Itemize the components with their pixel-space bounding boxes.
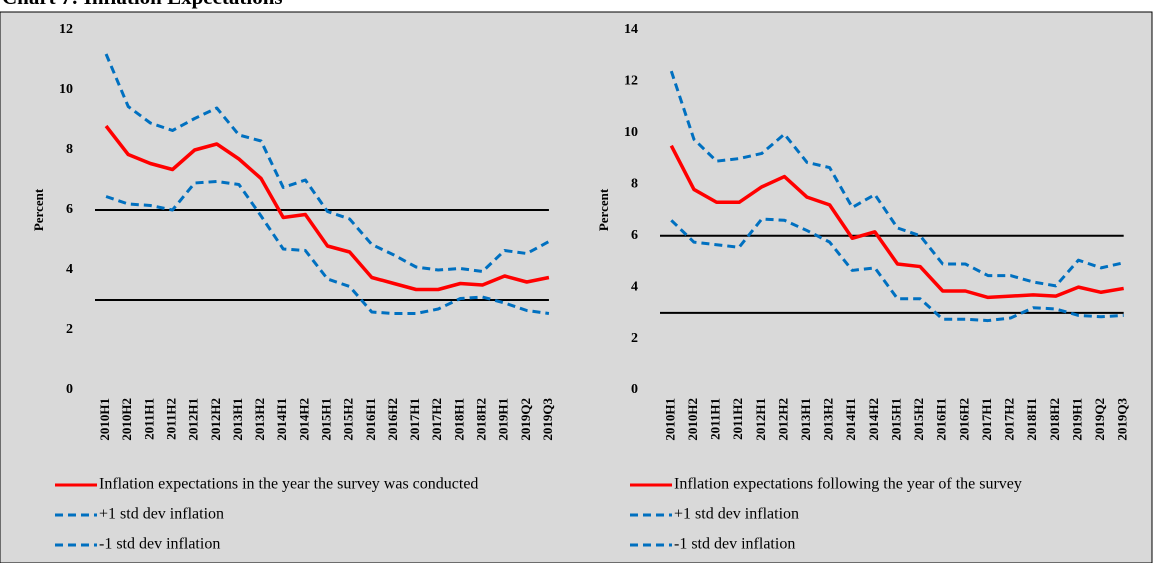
x-tick-label: 2011H2 [730, 398, 745, 440]
x-tick-label: 2016H1 [934, 398, 949, 441]
panel-border [0, 11, 1153, 563]
y-tick-label: 8 [66, 142, 73, 157]
legend-label: Inflation expectations following the yea… [674, 476, 1022, 493]
legend-label: -1 std dev inflation [99, 536, 220, 553]
x-tick-label: 2018H2 [473, 398, 488, 441]
panel-background [0, 11, 1153, 563]
legend-label: -1 std dev inflation [674, 536, 795, 553]
series-line [105, 180, 550, 315]
y-tick-label: 2 [66, 322, 73, 337]
x-tick-label: 2012H1 [186, 398, 201, 441]
legend-label: Inflation expectations in the year the s… [99, 476, 478, 493]
x-tick-label: 2015H1 [318, 398, 333, 441]
page-title: Chart 7: Inflation Expectations [2, 0, 283, 9]
x-tick-label: 2012H2 [775, 398, 790, 441]
x-tick-label: 2011H1 [141, 398, 156, 440]
x-tick-label: 2019H1 [496, 398, 511, 441]
x-tick-label: 2010H1 [662, 398, 677, 441]
y-tick-label: 6 [631, 228, 638, 243]
series-line [670, 217, 1124, 323]
y-tick-label: 4 [66, 262, 73, 277]
x-tick-label: 2014H2 [296, 398, 311, 441]
x-tick-label: 2013H2 [252, 398, 267, 441]
y-tick-label: 10 [624, 125, 638, 140]
x-tick-label: 2019Q3 [540, 398, 555, 441]
legend-label: +1 std dev inflation [99, 506, 224, 523]
series-line [104, 53, 550, 273]
x-tick-label: 2013H1 [798, 398, 813, 441]
x-tick-label: 2018H1 [1024, 398, 1039, 441]
x-tick-label: 2015H1 [888, 398, 903, 441]
title-strip [0, 0, 1153, 12]
y-tick-label: 6 [66, 202, 73, 217]
series-line [669, 144, 1124, 300]
y-tick-label: 10 [59, 82, 73, 97]
x-tick-label: 2016H1 [363, 398, 378, 441]
series-line [669, 70, 1125, 288]
x-tick-label: 2016H2 [956, 398, 971, 441]
x-tick-label: 2018H1 [451, 398, 466, 441]
x-tick-label: 2017H2 [429, 398, 444, 441]
y-tick-label: 0 [631, 382, 638, 397]
y-axis-label: Percent [31, 188, 46, 231]
y-axis-label: Percent [596, 188, 611, 231]
y-tick-label: 2 [631, 331, 638, 346]
x-tick-label: 2018H2 [1047, 398, 1062, 441]
x-tick-label: 2010H2 [119, 398, 134, 441]
x-tick-label: 2010H2 [685, 398, 700, 441]
x-tick-label: 2013H1 [230, 398, 245, 441]
x-tick-label: 2019H1 [1069, 398, 1084, 441]
x-tick-label: 2010H1 [97, 398, 112, 441]
x-tick-label: 2013H2 [821, 398, 836, 441]
x-tick-label: 2014H1 [274, 398, 289, 441]
y-tick-label: 12 [59, 22, 73, 37]
x-tick-label: 2011H2 [163, 398, 178, 440]
x-tick-label: 2012H2 [208, 398, 223, 441]
y-tick-label: 14 [624, 22, 638, 37]
x-tick-label: 2017H1 [979, 398, 994, 441]
x-tick-label: 2019Q3 [1115, 398, 1130, 441]
y-tick-label: 12 [624, 74, 638, 89]
x-tick-label: 2015H2 [341, 398, 356, 441]
x-tick-label: 2014H2 [866, 398, 881, 441]
x-tick-label: 2017H2 [1002, 398, 1017, 441]
x-tick-label: 2011H1 [708, 398, 723, 440]
x-tick-label: 2016H2 [385, 398, 400, 441]
x-tick-label: 2017H1 [407, 398, 422, 441]
x-tick-label: 2019Q2 [518, 398, 533, 441]
y-tick-label: 4 [631, 279, 638, 294]
y-tick-label: 8 [631, 177, 638, 192]
y-tick-label: 0 [66, 382, 73, 397]
x-tick-label: 2019Q2 [1092, 398, 1107, 441]
x-tick-label: 2015H2 [911, 398, 926, 441]
series-line [104, 124, 550, 292]
legend-label: +1 std dev inflation [674, 506, 799, 523]
x-tick-label: 2012H1 [753, 398, 768, 441]
x-tick-label: 2014H1 [843, 398, 858, 441]
